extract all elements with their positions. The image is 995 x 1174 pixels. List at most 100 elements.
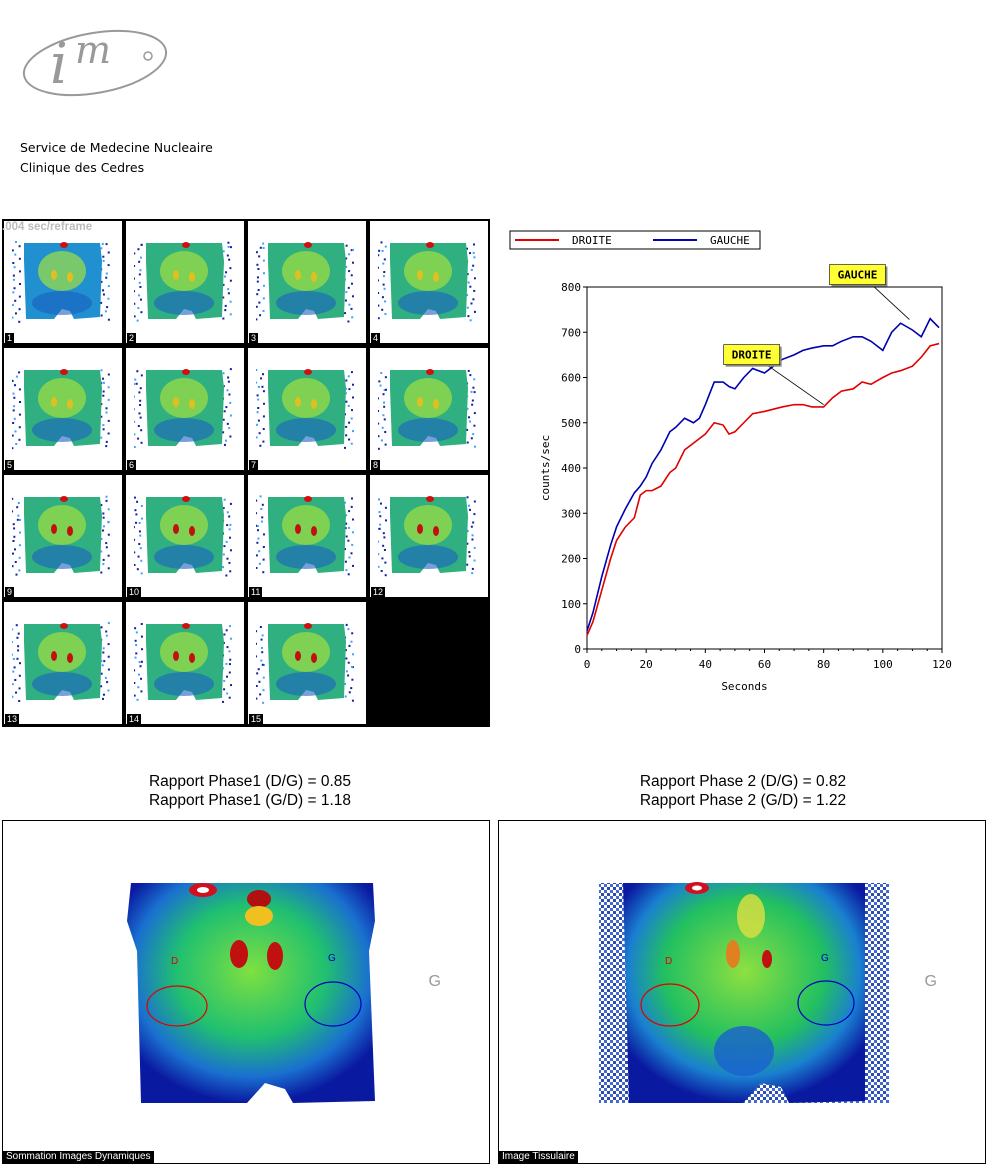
dynamic-frame: 5 [4,348,122,470]
dynamic-frame: 7 [248,348,366,470]
annotation-label: DROITE [732,349,772,362]
roi-label-g: G [328,953,336,964]
y-tick-label: 300 [561,507,581,520]
dynamic-frame: 4 [370,221,488,343]
frame-scan-thumbnail [134,241,232,322]
dynamic-frame: 12 [370,475,488,597]
frame-scan-thumbnail [378,241,476,322]
frame-number: 10 [127,587,142,597]
time-activity-chart: DROITE GAUCHE 0 100 200 300 400 500 600 700 800 0 20… [509,230,952,693]
summed-scan-image: D G [127,883,375,1103]
chart-legend [509,230,761,250]
y-tick-label: 700 [561,326,581,339]
phase1-gd-ratio: Rapport Phase1 (G/D) = 1.18 [148,792,352,809]
y-tick-label: 100 [561,598,581,611]
dynamic-frame: 8 [370,348,488,470]
frame-scan-thumbnail [12,241,110,323]
clinic-header: Service de Medecine Nucleaire Clinique d… [20,138,213,178]
legend-label: DROITE [572,234,612,247]
annotation-label: GAUCHE [838,269,878,282]
series-line-gauche [586,317,940,632]
frame-number: 4 [371,333,381,343]
frame-scan-thumbnail [12,369,110,450]
x-tick-label: 20 [640,658,653,671]
annotation-leader [763,362,824,405]
y-tick-label: 200 [561,553,581,566]
panel-caption: Sommation Images Dynamiques [3,1151,154,1163]
dynamic-frame: 9 [4,475,122,597]
dynamic-frame: 2 [126,221,244,343]
roi-label-d: D [171,956,178,967]
frame-number: 3 [249,333,259,343]
dynamic-frame: 6 [126,348,244,470]
annotation-box [829,264,886,285]
frame-timing-label: .004 sec/reframe [2,221,93,233]
legend-label: GAUCHE [710,234,750,247]
y-tick-label: 400 [561,462,581,475]
x-tick-label: 120 [932,658,952,671]
phase2-dg-ratio: Rapport Phase 2 (D/G) = 0.82 [639,773,847,790]
frame-number: 6 [127,460,137,470]
frame-scan-thumbnail [256,242,354,323]
frame-scan-thumbnail [134,496,232,577]
annotation-leader [869,282,910,320]
svg-text:i: i [50,32,68,97]
frame-number: 15 [249,714,264,724]
side-label-g: G [428,973,441,990]
frame-number: 7 [249,460,259,470]
y-tick-label: 500 [561,417,581,430]
x-axis-label: Seconds [721,680,767,693]
frame-scan-thumbnail [256,623,354,704]
y-tick-label: 600 [561,372,581,385]
frame-number: 1 [5,333,15,343]
y-tick-label: 800 [561,281,581,294]
dynamic-frame: 15 [248,602,366,724]
dynamic-frame: 14 [126,602,244,724]
dynamic-frame: 1 [4,221,122,343]
service-name: Service de Medecine Nucleaire [20,140,213,155]
tissue-image-panel: D G G Image Tissulaire [498,820,986,1164]
tissue-scan-image: D G [599,882,889,1103]
dynamic-frame: 13 [4,602,122,724]
frame-scan-thumbnail [256,369,354,449]
frame-scan-thumbnail [378,496,476,577]
frame-number: 9 [5,587,15,597]
frame-scan-thumbnail [12,622,110,702]
dynamic-frames-grid: 1 2 3 4 5 6 7 8 9 10 11 12 13 14 15 [2,219,490,727]
frame-number: 8 [371,460,381,470]
dynamic-frame: 3 [248,221,366,343]
im-logo-icon: i m [22,28,168,97]
roi-label-g: G [821,953,829,964]
x-tick-label: 80 [817,658,830,671]
svg-text:m: m [75,28,111,72]
frame-scan-thumbnail [378,369,476,450]
y-axis-label: counts/sec [539,435,552,501]
clinic-name: Clinique des Cedres [20,160,145,175]
phase2-ratios: Rapport Phase 2 (D/G) = 0.82 Rapport Pha… [533,772,953,810]
y-tick-label: 0 [574,643,581,656]
phase1-ratios: Rapport Phase1 (D/G) = 0.85 Rapport Phas… [40,772,460,810]
plot-frame [586,286,943,650]
panel-caption: Image Tissulaire [499,1151,578,1163]
frame-number: 2 [127,333,137,343]
frame-scan-thumbnail [256,495,354,576]
series-line-droite [586,342,940,636]
x-tick-label: 0 [584,658,591,671]
side-label-g: G [924,973,937,990]
phase1-dg-ratio: Rapport Phase1 (D/G) = 0.85 [148,773,352,790]
frame-number: 13 [5,714,20,724]
annotation-box [723,344,780,365]
frame-number: 5 [5,460,15,470]
summed-dynamic-panel: D G G Sommation Images Dynamiques [2,820,490,1164]
frame-scan-thumbnail [134,368,232,448]
frame-number: 14 [127,714,142,724]
x-tick-label: 40 [699,658,712,671]
frame-scan-thumbnail [12,495,110,576]
dynamic-frame: 10 [126,475,244,597]
x-tick-label: 100 [873,658,893,671]
frame-scan-thumbnail [134,623,232,703]
roi-label-d: D [665,956,672,967]
phase2-gd-ratio: Rapport Phase 2 (G/D) = 1.22 [639,792,847,809]
x-tick-label: 60 [758,658,771,671]
frame-number: 12 [371,587,386,597]
